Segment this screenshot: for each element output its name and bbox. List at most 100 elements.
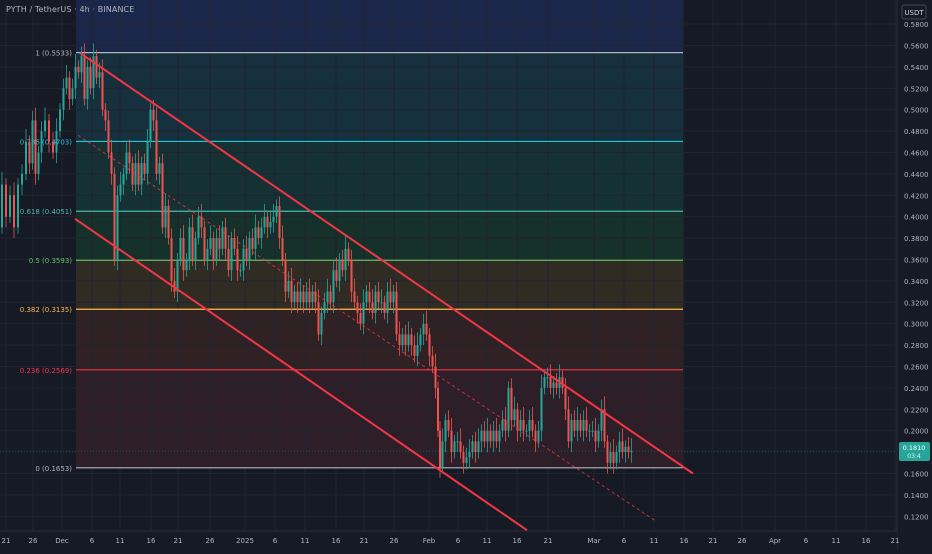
candle-body bbox=[101, 72, 104, 110]
candle-body bbox=[462, 452, 465, 463]
candle-body bbox=[74, 66, 77, 89]
candle-body bbox=[492, 430, 495, 442]
candle-body bbox=[98, 72, 101, 78]
candle-body bbox=[40, 131, 43, 153]
candle-body bbox=[254, 227, 257, 249]
candle-body bbox=[62, 88, 65, 110]
candle-body bbox=[248, 238, 251, 260]
chart-title: PYTH / TetherUS · 4h · BINANCE bbox=[6, 5, 135, 14]
candle-body bbox=[416, 345, 419, 356]
last-price-label: 0.1810 bbox=[903, 444, 926, 452]
candle-body bbox=[582, 419, 585, 431]
candle-body bbox=[179, 238, 182, 260]
candle-body bbox=[5, 184, 7, 217]
candle-body bbox=[326, 291, 329, 303]
candle-body bbox=[474, 441, 477, 453]
currency-badge[interactable] bbox=[901, 4, 927, 20]
candle-body bbox=[182, 238, 185, 271]
candle-body bbox=[480, 430, 483, 442]
candle-body bbox=[317, 302, 320, 335]
candle-body bbox=[290, 280, 293, 303]
candle-body bbox=[221, 227, 224, 249]
candle-body bbox=[543, 377, 546, 388]
candle-body bbox=[621, 441, 624, 453]
candle-body bbox=[239, 270, 242, 272]
y-tick-label: 0.3400 bbox=[904, 278, 929, 286]
candle-body bbox=[579, 419, 582, 431]
fib-label: 0.5 (0.3593) bbox=[29, 257, 73, 265]
candle-body bbox=[504, 419, 507, 431]
x-tick-label: 11 bbox=[301, 537, 310, 545]
y-tick-label: 0.4800 bbox=[904, 128, 929, 136]
fib-zone bbox=[76, 211, 683, 261]
candle-body bbox=[209, 238, 212, 249]
candle-body bbox=[230, 238, 233, 271]
candle-body bbox=[13, 195, 15, 228]
candle-body bbox=[311, 291, 314, 303]
candle-body bbox=[434, 366, 437, 388]
candle-body bbox=[588, 430, 591, 432]
candle-body bbox=[453, 441, 456, 453]
candle-body bbox=[552, 382, 555, 388]
candle-body bbox=[425, 323, 428, 335]
candle-body bbox=[37, 152, 40, 174]
x-tick-label: 26 bbox=[29, 537, 38, 545]
candle-body bbox=[368, 291, 371, 303]
y-tick-label: 0.2000 bbox=[904, 428, 929, 436]
candle-body bbox=[377, 291, 380, 303]
candle-body bbox=[266, 216, 269, 228]
candle-body bbox=[83, 56, 86, 99]
y-tick-label: 0.2200 bbox=[904, 406, 929, 414]
candle-body bbox=[501, 419, 504, 431]
candle-body bbox=[275, 205, 278, 217]
candle-body bbox=[585, 419, 588, 431]
candle-body bbox=[236, 248, 239, 271]
candle-body bbox=[489, 430, 492, 442]
candle-body bbox=[137, 163, 140, 185]
x-tick-label: Dec bbox=[55, 537, 69, 545]
y-tick-label: 0.4000 bbox=[904, 214, 929, 222]
candle-body bbox=[44, 120, 46, 132]
x-tick-label: 21 bbox=[174, 537, 183, 545]
y-tick-label: 0.4600 bbox=[904, 149, 929, 157]
fib-label: 0.236 (0.2569) bbox=[20, 367, 72, 375]
candle-body bbox=[31, 120, 34, 164]
candle-body bbox=[80, 56, 83, 73]
candle-body bbox=[507, 387, 510, 431]
candle-body bbox=[332, 270, 335, 303]
currency-badge-label: USDT bbox=[904, 9, 924, 17]
candle-body bbox=[576, 419, 579, 431]
candle-body bbox=[534, 430, 537, 442]
candle-body bbox=[341, 259, 344, 271]
fib-label: 1 (0.5533) bbox=[35, 50, 72, 58]
candle-body bbox=[233, 238, 236, 249]
fib-zone bbox=[76, 369, 683, 468]
x-tick-label: 16 bbox=[862, 537, 871, 545]
candle-body bbox=[510, 387, 513, 420]
x-tick-label: 21 bbox=[544, 537, 553, 545]
candle-body bbox=[603, 409, 606, 442]
y-tick-label: 0.2600 bbox=[904, 363, 929, 371]
candle-body bbox=[498, 430, 501, 442]
x-tick-label: 16 bbox=[147, 537, 156, 545]
candle-body bbox=[555, 382, 558, 388]
candle-body bbox=[170, 238, 173, 281]
candle-body bbox=[597, 430, 600, 442]
x-tick-label: 21 bbox=[709, 537, 718, 545]
y-tick-label: 0.2400 bbox=[904, 385, 929, 393]
candle-body bbox=[9, 195, 11, 217]
candle-body bbox=[263, 216, 266, 228]
fib-zone bbox=[76, 141, 683, 212]
candle-body bbox=[128, 152, 131, 164]
candle-body bbox=[323, 302, 326, 313]
y-tick-label: 0.5800 bbox=[904, 21, 929, 29]
candle-body bbox=[594, 430, 597, 442]
candle-body bbox=[71, 88, 74, 99]
candle-body bbox=[392, 291, 395, 303]
candle-body bbox=[371, 302, 374, 313]
y-tick-label: 0.3600 bbox=[904, 256, 929, 264]
candle-body bbox=[95, 56, 98, 78]
fib-label: 0.786 (0.4703) bbox=[20, 138, 72, 146]
